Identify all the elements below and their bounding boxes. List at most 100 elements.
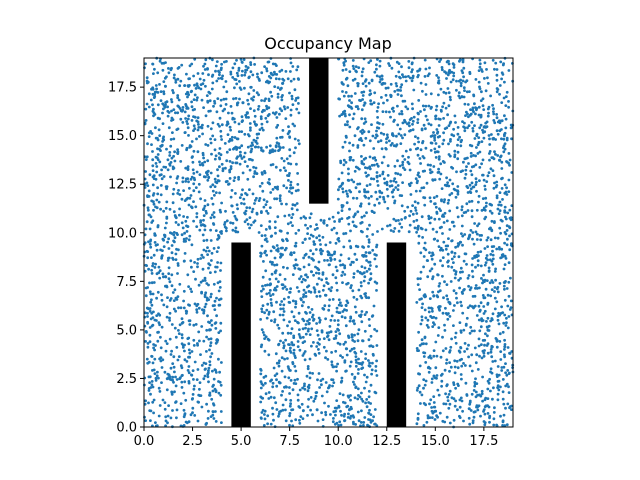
scatter-point	[503, 254, 507, 258]
scatter-point	[507, 261, 511, 265]
scatter-point	[161, 398, 165, 402]
scatter-point	[163, 407, 167, 411]
scatter-point	[152, 200, 155, 204]
scatter-point	[176, 264, 180, 267]
scatter-point	[507, 280, 511, 284]
scatter-point	[505, 90, 509, 94]
scatter-point	[317, 268, 321, 272]
scatter-point	[498, 84, 502, 87]
scatter-point	[236, 207, 240, 211]
scatter-point	[399, 76, 402, 80]
scatter-point	[503, 345, 507, 348]
scatter-point	[507, 315, 511, 318]
scatter-point	[444, 347, 448, 350]
scatter-point	[478, 166, 482, 169]
scatter-point	[294, 300, 298, 303]
scatter-point	[471, 237, 474, 241]
scatter-point	[262, 198, 266, 202]
scatter-point	[462, 75, 465, 79]
scatter-point	[284, 169, 287, 173]
scatter-point	[194, 323, 198, 326]
scatter-point	[265, 308, 269, 312]
scatter-point	[333, 220, 336, 223]
scatter-point	[157, 200, 161, 204]
scatter-point	[485, 254, 489, 257]
scatter-point	[166, 414, 170, 418]
scatter-point	[324, 317, 327, 321]
scatter-point	[185, 72, 188, 76]
scatter-point	[152, 202, 156, 206]
scatter-point	[176, 151, 179, 155]
scatter-point	[148, 227, 152, 231]
scatter-point	[367, 173, 370, 177]
scatter-point	[303, 382, 306, 386]
scatter-point	[383, 82, 387, 85]
scatter-point	[168, 377, 172, 381]
scatter-point	[175, 181, 179, 185]
scatter-point	[188, 351, 192, 355]
scatter-point	[471, 129, 475, 133]
scatter-point	[358, 182, 362, 186]
scatter-point	[259, 386, 263, 390]
scatter-point	[328, 325, 332, 328]
scatter-point	[460, 69, 464, 72]
scatter-point	[148, 381, 152, 384]
scatter-point	[470, 120, 474, 124]
scatter-point	[422, 123, 426, 127]
scatter-point	[201, 267, 205, 271]
scatter-point	[447, 237, 450, 241]
scatter-point	[273, 256, 277, 260]
scatter-point	[482, 136, 486, 140]
scatter-point	[482, 296, 486, 300]
scatter-point	[419, 277, 422, 280]
scatter-point	[150, 303, 154, 307]
scatter-point	[381, 122, 385, 126]
scatter-point	[329, 413, 332, 416]
scatter-point	[209, 137, 213, 141]
scatter-point	[345, 201, 349, 205]
scatter-point	[187, 134, 190, 137]
scatter-point	[248, 75, 251, 79]
scatter-point	[144, 62, 147, 66]
scatter-point	[260, 289, 263, 293]
scatter-point	[422, 196, 425, 199]
scatter-point	[463, 89, 466, 92]
scatter-point	[470, 392, 474, 396]
scatter-point	[360, 117, 364, 121]
scatter-point	[149, 419, 152, 422]
scatter-point	[452, 71, 456, 75]
scatter-point	[301, 335, 305, 339]
scatter-point	[343, 140, 347, 144]
scatter-point	[356, 245, 360, 249]
scatter-point	[304, 223, 307, 227]
scatter-point	[502, 144, 506, 148]
scatter-point	[284, 338, 287, 342]
scatter-point	[159, 193, 163, 197]
scatter-point	[223, 225, 227, 229]
scatter-point	[424, 295, 427, 298]
scatter-point	[208, 363, 212, 367]
scatter-point	[224, 80, 228, 83]
scatter-point	[263, 349, 267, 353]
scatter-point	[244, 212, 247, 216]
scatter-point	[291, 103, 295, 106]
scatter-point	[416, 386, 420, 390]
scatter-point	[196, 343, 200, 347]
scatter-point	[187, 355, 190, 359]
scatter-point	[200, 405, 204, 409]
scatter-point	[447, 104, 451, 108]
scatter-point	[435, 414, 438, 418]
scatter-point	[346, 281, 350, 285]
scatter-points-layer	[142, 56, 515, 429]
scatter-point	[435, 104, 439, 108]
scatter-point	[500, 369, 504, 372]
scatter-point	[336, 341, 340, 345]
scatter-point	[459, 84, 463, 88]
scatter-point	[412, 220, 416, 223]
scatter-point	[433, 178, 437, 182]
scatter-point	[343, 123, 347, 127]
scatter-point	[385, 180, 389, 184]
scatter-point	[490, 279, 494, 282]
scatter-point	[360, 367, 363, 370]
scatter-point	[458, 286, 461, 290]
